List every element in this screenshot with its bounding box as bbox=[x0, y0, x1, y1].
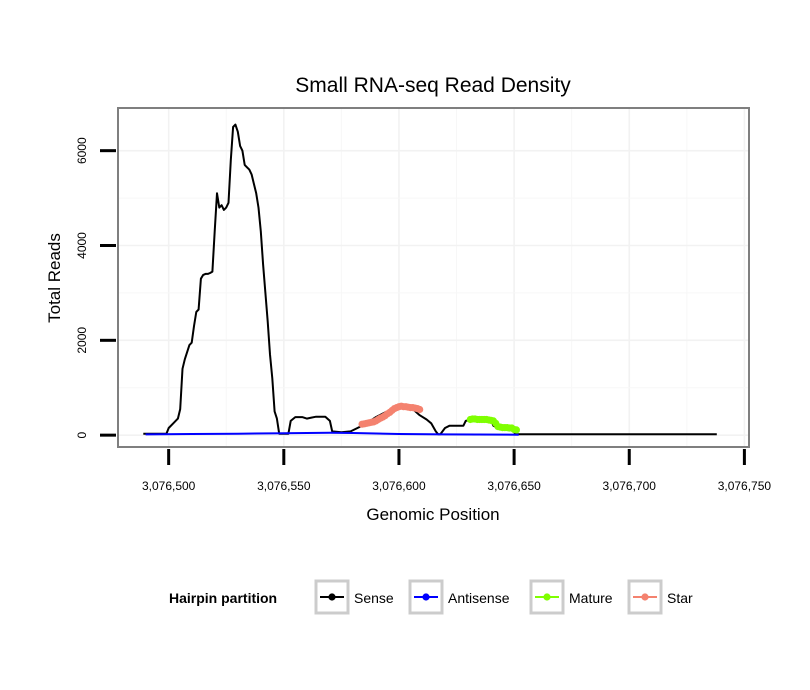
legend-key-point bbox=[328, 593, 336, 601]
point-mature bbox=[512, 426, 521, 434]
x-tick-label: 3,076,600 bbox=[372, 479, 426, 493]
y-tick-label: 2000 bbox=[75, 327, 89, 354]
legend-item-sense: Sense bbox=[314, 579, 394, 615]
axes: 3,076,500 3,076,550 3,076,600 3,076,650 3,07… bbox=[75, 137, 771, 493]
x-tick-label: 3,076,550 bbox=[257, 479, 311, 493]
y-tick-label: 0 bbox=[75, 431, 89, 438]
legend-key-point bbox=[422, 593, 430, 601]
legend-item-star: Star bbox=[627, 579, 693, 615]
line-sense bbox=[143, 123, 717, 436]
x-tick-label: 3,076,700 bbox=[603, 479, 657, 493]
x-tick-label: 3,076,500 bbox=[142, 479, 196, 493]
x-axis-label: Genomic Position bbox=[366, 505, 499, 524]
y-tick-label: 4000 bbox=[75, 232, 89, 259]
line-antisense bbox=[145, 431, 519, 436]
series-antisense bbox=[145, 431, 519, 436]
legend-key-point bbox=[543, 593, 551, 601]
series-mature bbox=[466, 415, 521, 434]
point-star bbox=[416, 405, 424, 414]
legend-item-antisense: Antisense bbox=[408, 579, 510, 615]
x-tick-label: 3,076,650 bbox=[487, 479, 541, 493]
legend-label: Sense bbox=[354, 590, 394, 606]
plot-panel bbox=[117, 107, 750, 448]
legend-label: Star bbox=[667, 590, 693, 606]
series-layer bbox=[143, 123, 717, 436]
legend-label: Mature bbox=[569, 590, 613, 606]
series-sense bbox=[143, 123, 717, 436]
legend-key-point bbox=[641, 593, 649, 601]
legend: Hairpin partition Sense Antisense Mature St… bbox=[169, 579, 693, 615]
legend-label: Antisense bbox=[448, 590, 510, 606]
legend-item-mature: Mature bbox=[529, 579, 613, 615]
chart-title: Small RNA-seq Read Density bbox=[295, 74, 571, 97]
y-tick-label: 6000 bbox=[75, 137, 89, 164]
x-tick-label: 3,076,750 bbox=[718, 479, 772, 493]
y-axis-label: Total Reads bbox=[45, 233, 64, 323]
series-star bbox=[358, 402, 424, 428]
grid-lines bbox=[119, 109, 748, 446]
legend-title: Hairpin partition bbox=[169, 590, 277, 606]
